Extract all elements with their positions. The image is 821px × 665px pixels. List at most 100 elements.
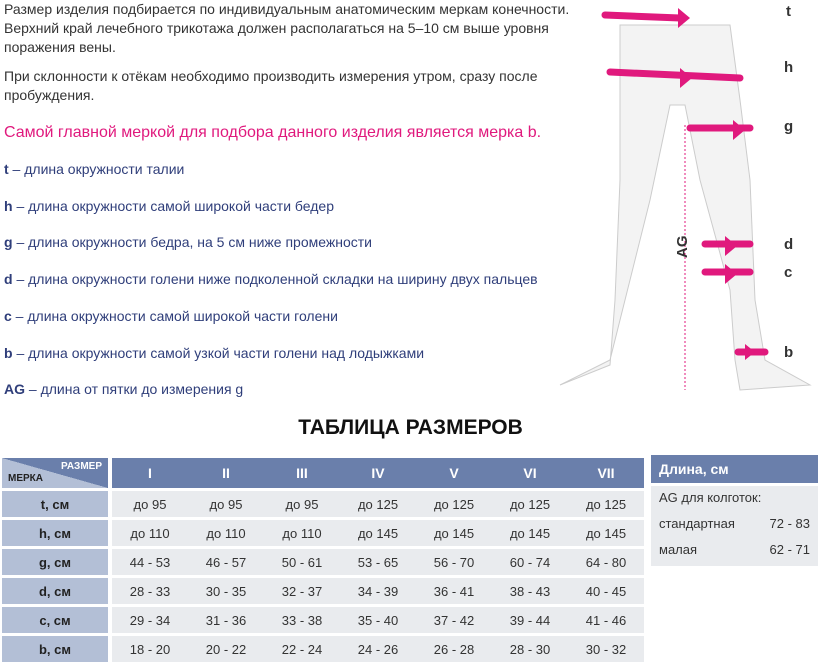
table-cell: до 95 — [112, 491, 188, 517]
table-cell: 60 - 74 — [492, 549, 568, 575]
table-row: d, см 28 - 33 30 - 35 32 - 37 34 - 39 36 - 41… — [2, 578, 644, 604]
t-arrow — [601, 11, 684, 22]
table-cell: до 145 — [568, 520, 644, 546]
corner-col-label: РАЗМЕР — [61, 461, 102, 472]
label-d: d — [784, 236, 793, 253]
definition-key: g — [4, 234, 13, 251]
table-cell: 26 - 28 — [416, 636, 492, 662]
label-g: g — [784, 118, 793, 135]
definition-text: – длина окружности самой широкой части б… — [12, 197, 334, 214]
table-cell: 18 - 20 — [112, 636, 188, 662]
table-cell: 36 - 41 — [416, 578, 492, 604]
table-cell: до 125 — [568, 491, 644, 517]
label-ag: AG — [674, 236, 691, 259]
table-cell: 24 - 26 — [340, 636, 416, 662]
size-header: IV — [340, 458, 416, 488]
row-label: c, см — [2, 607, 112, 633]
length-header: Длина, см — [651, 455, 818, 483]
table-cell: 28 - 30 — [492, 636, 568, 662]
table-cell: 33 - 38 — [264, 607, 340, 633]
table-cell: 32 - 37 — [264, 578, 340, 604]
table-cell: 30 - 32 — [568, 636, 644, 662]
table-cell: 37 - 42 — [416, 607, 492, 633]
definition-h: h – длина окружности самой широкой части… — [4, 198, 334, 214]
definition-t: t – длина окружности талии — [4, 161, 184, 177]
size-header: VI — [492, 458, 568, 488]
label-t: t — [786, 3, 791, 20]
size-header: III — [264, 458, 340, 488]
label-b: b — [784, 344, 793, 361]
definition-b: b – длина окружности самой узкой части г… — [4, 345, 424, 361]
table-cell: до 110 — [264, 520, 340, 546]
table-cell: до 145 — [340, 520, 416, 546]
table-cell: 41 - 46 — [568, 607, 644, 633]
table-cell: до 95 — [188, 491, 264, 517]
length-row: малая 62 - 71 — [659, 542, 810, 557]
definition-d: d – длина окружности голени ниже подколе… — [4, 271, 538, 287]
definition-text: – длина окружности самой широкой части г… — [11, 307, 338, 324]
length-row: стандартная 72 - 83 — [659, 516, 810, 531]
table-cell: 31 - 36 — [188, 607, 264, 633]
table-cell: 28 - 33 — [112, 578, 188, 604]
length-value: 72 - 83 — [769, 516, 810, 531]
table-row: b, см 18 - 20 20 - 22 22 - 24 24 - 26 26 - 28… — [2, 636, 644, 662]
length-subtitle: AG для колготок: — [659, 490, 762, 505]
table-cell: 29 - 34 — [112, 607, 188, 633]
table-cell: до 145 — [492, 520, 568, 546]
definition-text: – длина от пятки до измерения g — [25, 381, 244, 398]
table-cell: до 125 — [340, 491, 416, 517]
definition-key: t — [4, 161, 9, 177]
table-row: c, см 29 - 34 31 - 36 33 - 38 35 - 40 37 - 42… — [2, 607, 644, 633]
table-cell: 20 - 22 — [188, 636, 264, 662]
size-table: МЕРКА РАЗМЕР I II III IV V VI VII t, см до 95 до 9… — [2, 455, 644, 665]
table-cell: 50 - 61 — [264, 549, 340, 575]
definition-AG: AG – длина от пятки до измерения g — [4, 381, 243, 397]
table-cell: 64 - 80 — [568, 549, 644, 575]
table-cell: 44 - 53 — [112, 549, 188, 575]
row-label: b, см — [2, 636, 112, 662]
table-row: t, см до 95 до 95 до 95 до 125 до 125 до 125 до… — [2, 491, 644, 517]
table-corner: МЕРКА РАЗМЕР — [2, 458, 112, 488]
table-cell: 38 - 43 — [492, 578, 568, 604]
table-cell: до 145 — [416, 520, 492, 546]
length-label: малая — [659, 542, 698, 557]
table-cell: 30 - 35 — [188, 578, 264, 604]
corner-row-label: МЕРКА — [8, 473, 43, 484]
row-label: d, см — [2, 578, 112, 604]
label-h: h — [784, 59, 793, 76]
definition-c: c – длина окружности самой широкой части… — [4, 308, 338, 324]
definition-text: – длина окружности голени ниже подколенн… — [12, 271, 538, 288]
table-cell: до 125 — [416, 491, 492, 517]
table-cell: 39 - 44 — [492, 607, 568, 633]
row-label: t, см — [2, 491, 112, 517]
table-cell: 34 - 39 — [340, 578, 416, 604]
table-cell: 56 - 70 — [416, 549, 492, 575]
intro-paragraph-2: При склонности к отёкам необходимо произ… — [4, 68, 538, 103]
highlight-text: Самой главной меркой для подбора данного… — [4, 124, 542, 141]
row-label: g, см — [2, 549, 112, 575]
table-cell: 22 - 24 — [264, 636, 340, 662]
row-label: h, см — [2, 520, 112, 546]
length-value: 62 - 71 — [769, 542, 810, 557]
definition-key: b — [4, 344, 13, 361]
definition-text: – длина окружности талии — [8, 161, 185, 177]
definition-g: g – длина окружности бедра, на 5 см ниже… — [4, 234, 372, 250]
length-table: Длина, см AG для колготок: стандартная 72… — [651, 455, 818, 566]
definition-key: h — [4, 197, 13, 214]
definition-key: d — [4, 271, 13, 288]
table-cell: 40 - 45 — [568, 578, 644, 604]
table-title: ТАБЛИЦА РАЗМЕРОВ — [298, 416, 523, 439]
size-header: VII — [568, 458, 644, 488]
length-label: стандартная — [659, 516, 735, 531]
definition-key: c — [4, 307, 12, 324]
leg-figure: t h g d c b AG — [559, 3, 812, 391]
table-row: h, см до 110 до 110 до 110 до 145 до 145 до 14… — [2, 520, 644, 546]
size-header: I — [112, 458, 188, 488]
size-header: V — [416, 458, 492, 488]
table-cell: до 110 — [188, 520, 264, 546]
table-cell: до 125 — [492, 491, 568, 517]
intro-paragraph-1: Размер изделия подбирается по индивидуал… — [4, 1, 570, 55]
table-cell: 35 - 40 — [340, 607, 416, 633]
definition-text: – длина окружности бедра, на 5 см ниже п… — [12, 234, 372, 251]
table-cell: до 110 — [112, 520, 188, 546]
